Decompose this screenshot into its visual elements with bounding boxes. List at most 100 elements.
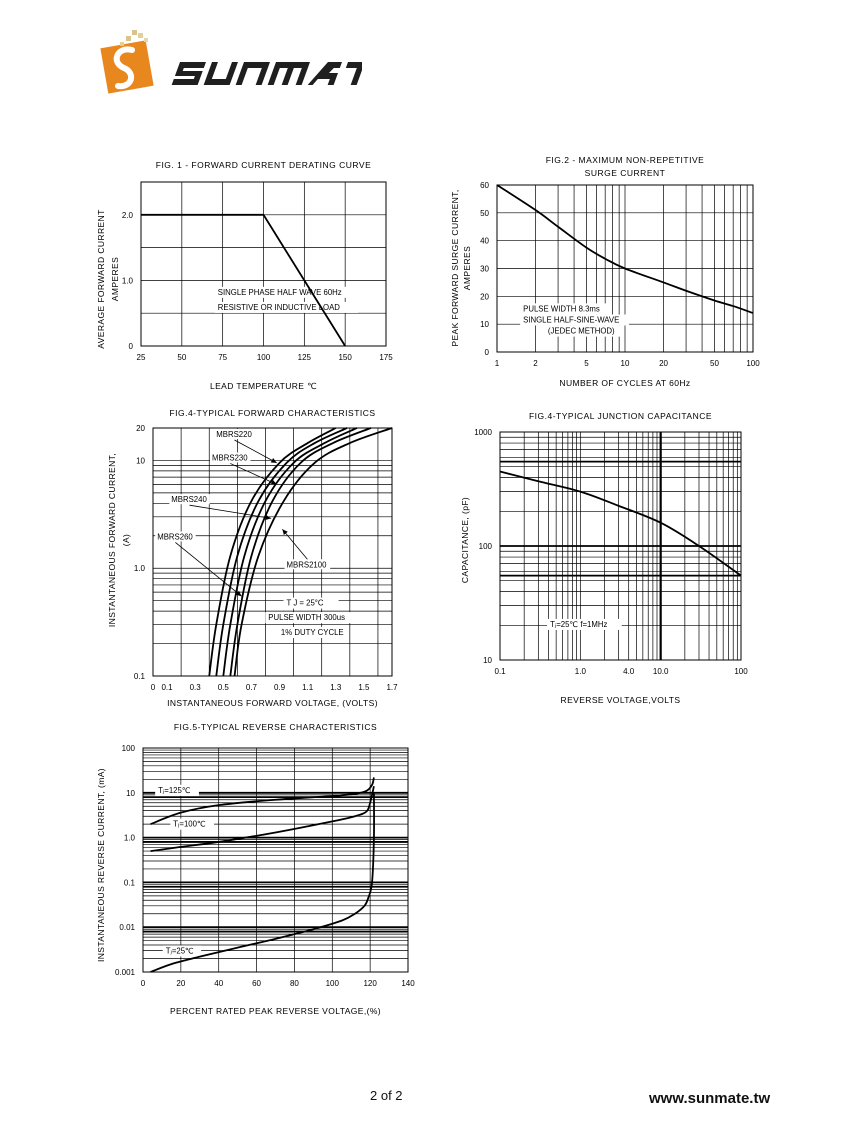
x-tick-label: 0.5 (218, 683, 230, 692)
y-axis-label: (A) (121, 534, 131, 547)
sunmate-logo (100, 30, 362, 94)
y-tick-label: 1000 (474, 428, 492, 437)
series-label: MBRS240 (171, 495, 207, 504)
y-tick-label: 1.0 (122, 276, 134, 285)
annotation-bg (547, 618, 622, 630)
annotation-text: T J = 25°C (287, 599, 324, 608)
y-tick-label: 2.0 (122, 211, 134, 220)
series-line-1 (150, 786, 375, 852)
y-tick-label: 100 (479, 542, 493, 551)
label-bg (155, 784, 199, 796)
y-tick-label: 100 (122, 744, 136, 753)
annotation-bg (214, 286, 354, 298)
annotation-text: PULSE WIDTH 300us (268, 613, 345, 622)
annotation-text: SINGLE PHASE HALF WAVE 60Hz (218, 288, 342, 297)
x-axis-label: NUMBER OF CYCLES AT 60Hz (559, 378, 690, 388)
annotation-bg (520, 314, 630, 326)
chart-title: FIG.4-TYPICAL FORWARD CHARACTERISTICS (169, 408, 375, 418)
y-tick-label: 20 (136, 424, 145, 433)
x-axis-label: REVERSE VOLTAGE,VOLTS (561, 695, 681, 705)
y-tick-label: 0 (485, 348, 490, 357)
label-leader (282, 528, 308, 560)
logo-wordmark (171, 62, 362, 85)
label-bg (210, 452, 251, 463)
x-tick-label: 175 (379, 353, 393, 362)
series-label: MBRS2100 (287, 560, 328, 569)
y-tick-label: 0.1 (134, 672, 146, 681)
series-label: Tⱼ=25℃ (166, 946, 194, 955)
label-arrowhead (270, 479, 277, 485)
annotation-bg (277, 627, 348, 639)
label-leader (175, 542, 242, 597)
x-tick-label: 10.0 (653, 667, 669, 676)
label-arrowhead (270, 458, 277, 463)
x-tick-label: 0.1 (161, 683, 173, 692)
x-tick-label: 1.7 (386, 683, 398, 692)
y-tick-label: 40 (480, 237, 489, 246)
y-tick-label: 0 (129, 342, 134, 351)
fig3-forward-characteristics-chart: FIG.4-TYPICAL FORWARD CHARACTERISTICS T J… (107, 408, 398, 708)
x-tick-label: 100 (734, 667, 748, 676)
x-tick-label: 100 (257, 353, 271, 362)
plot-frame (152, 427, 393, 677)
x-tick-label: 1.3 (330, 683, 342, 692)
y-tick-label: 10 (483, 656, 492, 665)
y-axis-label: INSTANTANEOUS FORWARD CURRENT, (107, 453, 117, 627)
y-tick-label: 0.1 (124, 878, 136, 887)
plot-frame (142, 747, 409, 973)
series-line-3 (229, 427, 372, 677)
x-tick-label: 50 (177, 353, 186, 362)
series-line-0 (496, 184, 754, 314)
annotation-bg (544, 325, 620, 337)
series-line-2 (222, 427, 358, 677)
x-tick-label: 0.3 (190, 683, 202, 692)
y-axis-label: CAPACITANCE, (pF) (460, 497, 470, 583)
fig4-junction-capacitance-chart: FIG.4-TYPICAL JUNCTION CAPACITANCE Tⱼ=25℃… (460, 411, 748, 705)
x-tick-label: 60 (252, 979, 261, 988)
y-tick-label: 0.01 (119, 923, 135, 932)
label-bg (214, 429, 255, 440)
y-tick-label: 60 (480, 181, 489, 190)
series-line-0 (150, 777, 375, 825)
logo-emblem (100, 30, 154, 94)
series-line-0 (499, 470, 742, 577)
series-label: Tⱼ=125℃ (158, 786, 190, 795)
x-tick-label: 0.9 (274, 683, 286, 692)
label-leader (230, 463, 277, 485)
x-tick-label: 1 (495, 359, 500, 368)
chart-title: FIG.4-TYPICAL JUNCTION CAPACITANCE (529, 411, 712, 421)
y-axis-label: PEAK FORWARD SURGE CURRENT, (450, 189, 460, 346)
label-leader (234, 439, 277, 464)
annotation-text: RESISTIVE OR INDUCTIVE LOAD (218, 303, 341, 312)
x-tick-label: 80 (290, 979, 299, 988)
series-label: MBRS230 (212, 453, 248, 462)
fig2-surge-chart: FIG.2 - MAXIMUM NON-REPETITIVE SURGE CURR… (450, 155, 760, 388)
label-bg (155, 531, 196, 542)
annotation-bg (283, 597, 339, 609)
label-bg (170, 818, 215, 830)
label-bg (169, 494, 210, 505)
x-tick-label: 2 (533, 359, 538, 368)
x-tick-label: 0 (141, 979, 146, 988)
website-link[interactable]: www.sunmate.tw (649, 1090, 771, 1107)
label-arrowhead (235, 590, 242, 597)
chart-title: FIG.2 - MAXIMUM NON-REPETITIVE (546, 155, 705, 165)
x-tick-label: 40 (214, 979, 223, 988)
label-leader (189, 504, 272, 519)
annotation-text: PULSE WIDTH 8.3ms (523, 304, 600, 313)
y-axis-label: AVERAGE FORWARD CURRENT (96, 209, 106, 348)
y-tick-label: 20 (480, 292, 489, 301)
x-tick-label: 10 (621, 359, 630, 368)
fig1-derating-chart: FIG. 1 - FORWARD CURRENT DERATING CURVE S… (96, 160, 393, 391)
annotation-bg (520, 303, 610, 315)
x-tick-label: 1.1 (302, 683, 314, 692)
series-label: MBRS220 (216, 430, 252, 439)
plot-frame (496, 184, 754, 353)
x-tick-label: 140 (401, 979, 415, 988)
y-tick-label: 30 (480, 265, 489, 274)
y-tick-label: 1.0 (124, 834, 136, 843)
annotation-text: 1% DUTY CYCLE (281, 628, 344, 637)
series-line-2 (150, 792, 375, 973)
label-bg (284, 559, 331, 570)
